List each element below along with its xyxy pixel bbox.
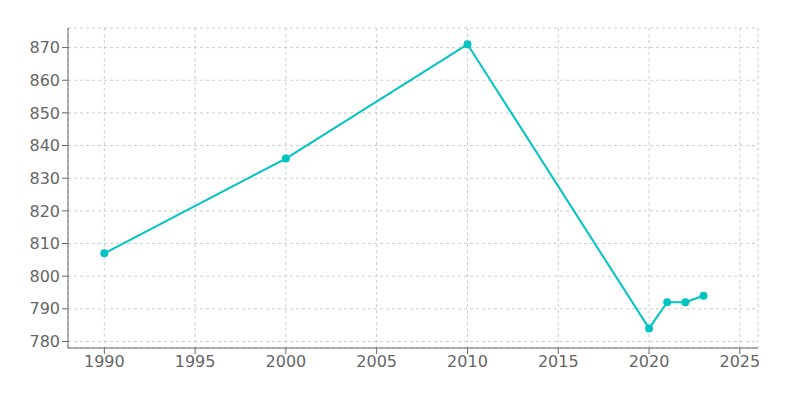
svg-text:800: 800	[29, 267, 60, 286]
svg-text:2005: 2005	[356, 352, 397, 371]
svg-text:2015: 2015	[538, 352, 579, 371]
svg-text:810: 810	[29, 234, 60, 253]
svg-text:780: 780	[29, 332, 60, 351]
svg-text:2025: 2025	[719, 352, 760, 371]
svg-text:2000: 2000	[266, 352, 307, 371]
svg-text:1990: 1990	[84, 352, 125, 371]
svg-text:840: 840	[29, 136, 60, 155]
svg-text:2020: 2020	[629, 352, 670, 371]
svg-text:820: 820	[29, 202, 60, 221]
svg-text:790: 790	[29, 299, 60, 318]
svg-text:860: 860	[29, 71, 60, 90]
svg-text:870: 870	[29, 38, 60, 57]
svg-text:850: 850	[29, 104, 60, 123]
svg-text:830: 830	[29, 169, 60, 188]
svg-text:2010: 2010	[447, 352, 488, 371]
svg-text:1995: 1995	[175, 352, 216, 371]
